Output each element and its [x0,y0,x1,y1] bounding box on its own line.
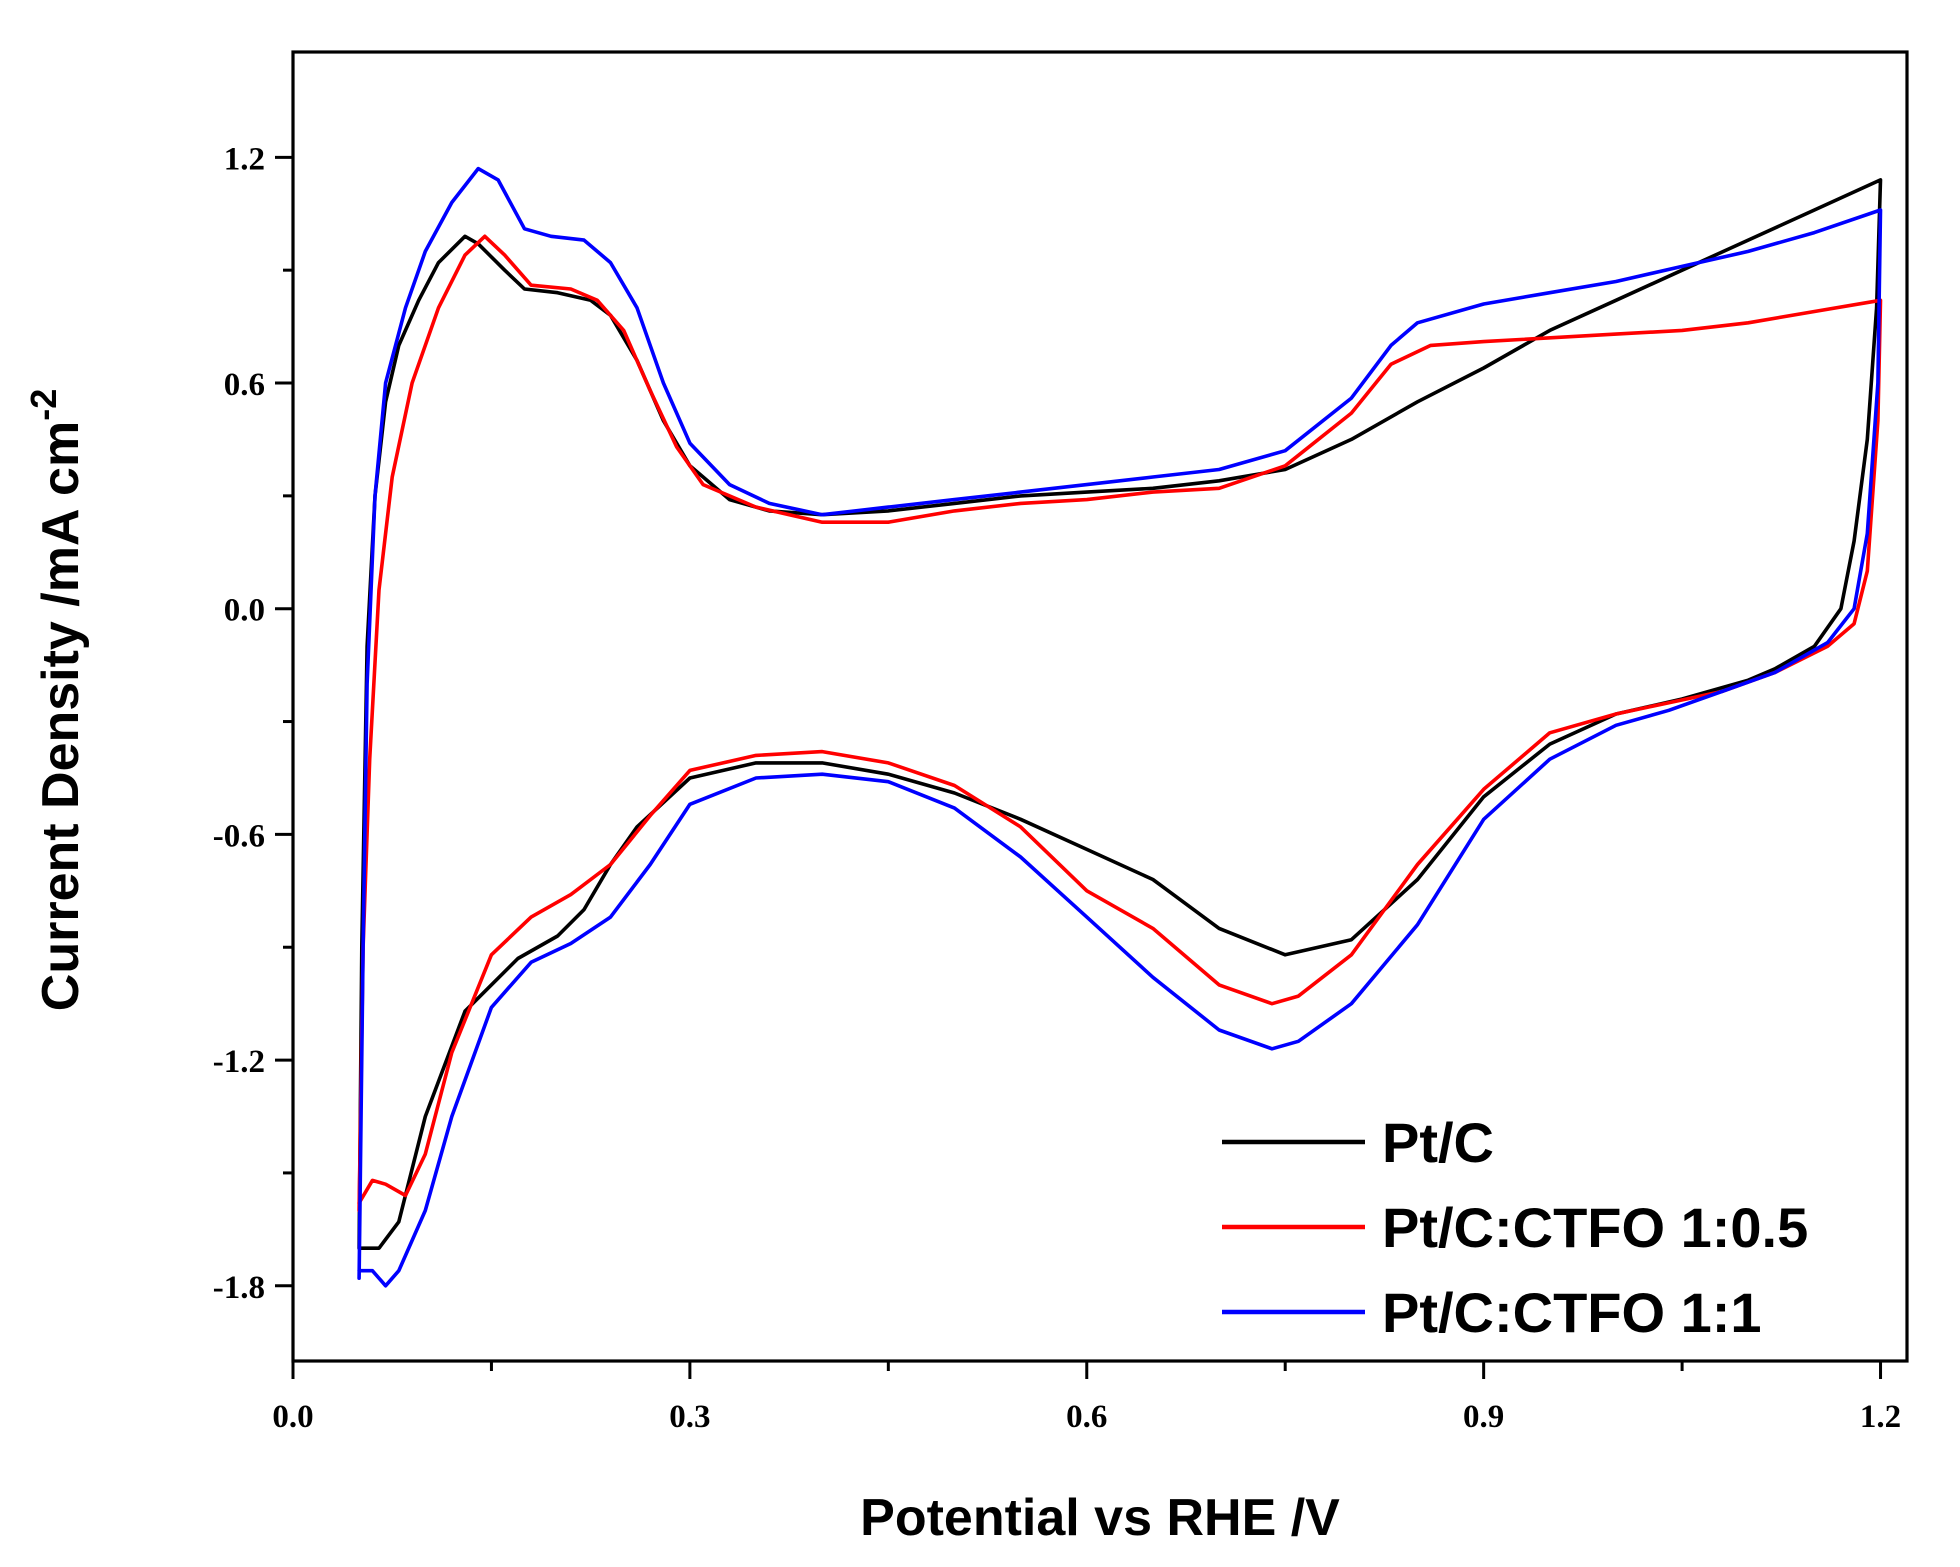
x-tick-label: 0.3 [669,1399,710,1435]
legend-label-2: Pt/C:CTFO 1:0.5 [1382,1196,1808,1259]
y-axis-title: Current Density /mA cm-2 [23,389,90,1011]
series-line-2 [357,234,1883,1213]
legend-label-3: Pt/C:CTFO 1:1 [1382,1281,1762,1344]
x-tick-label: 0.0 [272,1399,313,1435]
x-axis-title: Potential vs RHE /V [860,1489,1340,1547]
y-tick-label: 1.2 [224,141,265,177]
legend-label-1: Pt/C [1382,1111,1494,1174]
y-axis-title-group: Current Density /mA cm-2 [23,389,90,1011]
y-axis-title-superscript: -2 [23,389,64,421]
series-line-1 [357,178,1883,1250]
legend: Pt/C Pt/C:CTFO 1:0.5 Pt/C:CTFO 1:1 [1222,1111,1808,1344]
y-tick-label: 0.0 [224,593,265,629]
x-tick-label: 0.6 [1066,1399,1107,1435]
plot-frame [291,50,1909,1363]
tick-layer: 0.0 0.3 0.6 0.9 1.2 1.2 0.6 0.0 -0.6 -1.2 -1.8 [213,141,1901,1435]
y-tick-label: -1.2 [213,1044,265,1080]
x-tick-label: 0.9 [1463,1399,1504,1435]
y-tick-label: 0.6 [224,367,265,403]
series-layer [357,166,1883,1288]
y-tick-label: -1.8 [213,1270,265,1306]
series-line-3 [357,166,1883,1288]
x-tick-label: 1.2 [1860,1399,1901,1435]
y-axis-title-main: Current Density /mA cm [32,421,90,1011]
y-tick-label: -0.6 [213,818,265,854]
